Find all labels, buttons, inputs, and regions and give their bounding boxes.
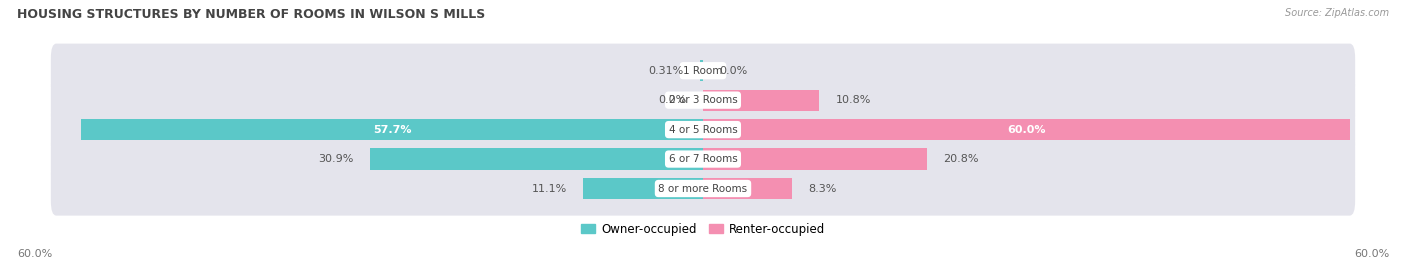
Bar	[700, 60, 703, 81]
Text: 8 or more Rooms: 8 or more Rooms	[658, 184, 748, 194]
Legend: Owner-occupied, Renter-occupied: Owner-occupied, Renter-occupied	[576, 218, 830, 240]
Text: 6 or 7 Rooms: 6 or 7 Rooms	[669, 154, 737, 164]
Text: 20.8%: 20.8%	[943, 154, 979, 164]
FancyBboxPatch shape	[51, 43, 1355, 98]
Text: 60.0%: 60.0%	[1007, 124, 1046, 135]
Text: 60.0%: 60.0%	[1354, 249, 1389, 259]
Bar	[703, 119, 1350, 140]
FancyBboxPatch shape	[51, 132, 1355, 186]
Bar	[703, 90, 820, 111]
Text: 57.7%: 57.7%	[373, 124, 412, 135]
Text: 0.31%: 0.31%	[648, 66, 683, 76]
Text: 0.0%: 0.0%	[720, 66, 748, 76]
Text: 60.0%: 60.0%	[17, 249, 52, 259]
Text: 0.0%: 0.0%	[658, 95, 688, 105]
Text: 1 Room: 1 Room	[683, 66, 723, 76]
Bar	[370, 148, 703, 170]
Text: Source: ZipAtlas.com: Source: ZipAtlas.com	[1285, 8, 1389, 18]
Text: HOUSING STRUCTURES BY NUMBER OF ROOMS IN WILSON S MILLS: HOUSING STRUCTURES BY NUMBER OF ROOMS IN…	[17, 8, 485, 21]
Text: 11.1%: 11.1%	[531, 184, 567, 194]
Text: 8.3%: 8.3%	[808, 184, 837, 194]
Bar	[703, 178, 793, 199]
Text: 10.8%: 10.8%	[835, 95, 870, 105]
FancyBboxPatch shape	[51, 103, 1355, 157]
FancyBboxPatch shape	[51, 161, 1355, 216]
Text: 4 or 5 Rooms: 4 or 5 Rooms	[669, 124, 737, 135]
FancyBboxPatch shape	[51, 73, 1355, 127]
Bar	[583, 178, 703, 199]
Text: 2 or 3 Rooms: 2 or 3 Rooms	[669, 95, 737, 105]
Bar	[82, 119, 703, 140]
Text: 30.9%: 30.9%	[318, 154, 354, 164]
Bar	[703, 148, 927, 170]
